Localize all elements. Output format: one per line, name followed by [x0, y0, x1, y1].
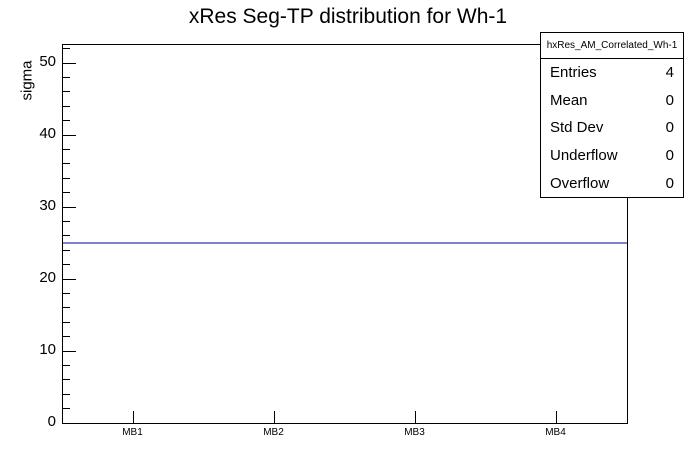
stats-row: Std Dev 0: [541, 119, 683, 136]
y-minor-tick: [63, 148, 70, 150]
stats-row-value: 0: [665, 119, 674, 137]
y-tick-label: 40: [39, 125, 56, 142]
stats-row-label: Overflow: [550, 174, 610, 192]
y-minor-tick: [63, 192, 70, 194]
y-minor-tick: [63, 292, 70, 294]
histogram-line: [63, 242, 627, 244]
x-major-tick: [556, 411, 557, 423]
y-minor-tick: [63, 393, 70, 395]
y-major-tick: [63, 134, 76, 136]
stats-row: Overflow 0: [541, 175, 683, 192]
y-minor-tick: [63, 220, 70, 222]
y-major-tick: [63, 62, 76, 64]
x-major-tick: [415, 411, 416, 423]
y-tick-label: 50: [39, 53, 56, 70]
y-minor-tick: [63, 120, 70, 122]
y-minor-tick: [63, 264, 70, 266]
y-major-tick: [63, 350, 76, 352]
stats-row-label: Mean: [550, 91, 588, 109]
y-minor-tick: [63, 336, 70, 338]
y-tick-label: 20: [39, 269, 56, 286]
y-minor-tick: [63, 48, 70, 50]
stats-row-value: 4: [665, 64, 674, 82]
y-minor-tick: [63, 76, 70, 78]
stats-box-title: hxRes_AM_Correlated_Wh-1: [541, 33, 683, 59]
y-minor-tick: [63, 249, 70, 251]
y-major-tick: [63, 206, 76, 208]
stats-row-label: Underflow: [550, 147, 618, 165]
stats-row: Underflow 0: [541, 147, 683, 164]
y-tick-label: 10: [39, 341, 56, 358]
y-major-tick: [63, 278, 76, 280]
y-minor-tick: [63, 105, 70, 107]
x-major-tick: [274, 411, 275, 423]
y-minor-tick: [63, 364, 70, 366]
x-major-tick: [133, 411, 134, 423]
x-tick-label: MB3: [404, 427, 425, 438]
stats-box-rows: Entries 4 Mean 0 Std Dev 0 Underflow 0 Overflow 0: [541, 59, 683, 197]
chart-title: xRes Seg-TP distribution for Wh-1: [188, 5, 508, 28]
x-tick-label: MB1: [122, 427, 143, 438]
y-tick-label: 0: [47, 413, 56, 430]
y-minor-tick: [63, 235, 70, 237]
stats-row-label: Entries: [550, 64, 597, 82]
stats-row-value: 0: [665, 147, 674, 165]
y-minor-tick: [63, 177, 70, 179]
stats-row: Entries 4: [541, 64, 683, 81]
y-minor-tick: [63, 91, 70, 93]
y-major-tick: [63, 422, 76, 424]
stats-row: Mean 0: [541, 92, 683, 109]
stats-row-value: 0: [665, 91, 674, 109]
y-minor-tick: [63, 321, 70, 323]
stats-row-value: 0: [665, 174, 674, 192]
y-minor-tick: [63, 379, 70, 381]
y-minor-tick: [63, 163, 70, 165]
stats-row-label: Std Dev: [550, 119, 604, 137]
y-minor-tick: [63, 307, 70, 309]
x-tick-label: MB4: [545, 427, 566, 438]
stats-box: hxRes_AM_Correlated_Wh-1 Entries 4 Mean 0 St…: [540, 32, 684, 198]
plot-frame: [62, 44, 628, 424]
y-tick-label: 30: [39, 197, 56, 214]
x-tick-label: MB2: [263, 427, 284, 438]
y-minor-tick: [63, 408, 70, 410]
